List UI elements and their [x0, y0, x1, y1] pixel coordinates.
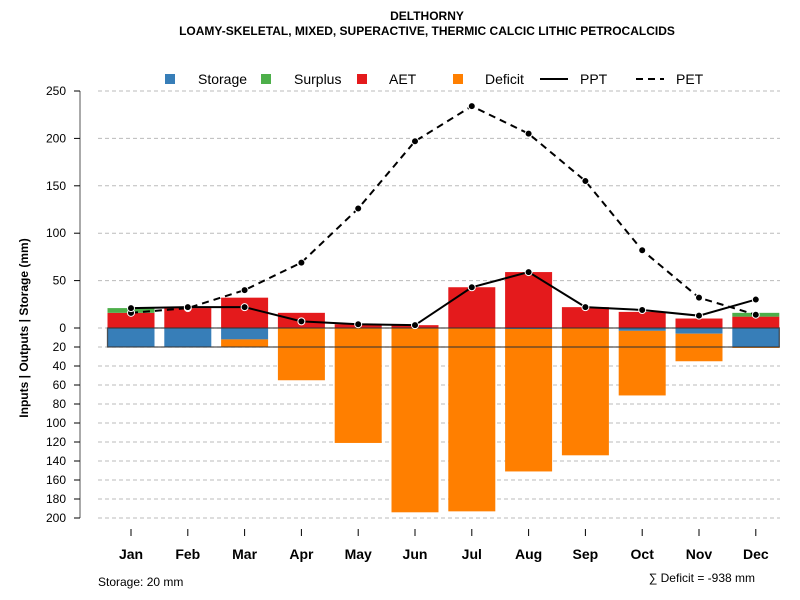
pet-point: [467, 102, 476, 111]
legend-swatch-aet: [357, 74, 367, 84]
ppt-point: [297, 317, 306, 326]
y-tick-label: 80: [53, 397, 67, 411]
x-tick-label: Apr: [289, 546, 314, 562]
y-tick-label: 180: [46, 492, 66, 506]
storage-bar: [107, 328, 155, 347]
aet-bar: [505, 272, 553, 328]
ppt-point: [183, 303, 192, 312]
aet-bar: [107, 312, 155, 328]
ppt-point: [581, 303, 590, 312]
storage-bar: [164, 328, 212, 347]
storage-capacity-outline: [106, 327, 780, 348]
x-tick-label: Mar: [232, 546, 257, 562]
deficit-sum: ∑ Deficit = -938 mm: [649, 571, 755, 585]
x-tick-label: Jun: [403, 546, 428, 562]
y-tick-label: 60: [53, 378, 67, 392]
storage-band: [106, 327, 780, 348]
chart-subtitle: LOAMY-SKELETAL, MIXED, SUPERACTIVE, THER…: [179, 24, 675, 38]
ppt-point: [240, 303, 249, 312]
x-tick-label: Feb: [175, 546, 200, 562]
y-tick-label: 200: [46, 131, 66, 145]
deficit-bar: [277, 328, 325, 381]
x-tick-label: Jan: [119, 546, 143, 562]
deficit-bar: [505, 328, 553, 472]
pet-point: [297, 258, 306, 267]
legend-label-deficit: Deficit: [485, 71, 524, 87]
legend-swatch-deficit: [453, 74, 463, 84]
y-tick-label: 100: [46, 416, 66, 430]
chart-title: DELTHORNY: [390, 9, 464, 23]
pet-point: [524, 129, 533, 138]
ppt-point: [524, 268, 533, 277]
pet-point: [581, 177, 590, 186]
y-tick-label: 50: [53, 274, 67, 288]
x-tick-label: May: [345, 546, 372, 562]
pet-line: [130, 105, 757, 316]
storage-bar: [618, 328, 666, 331]
aet-bar: [561, 307, 609, 328]
x-tick-label: Sep: [573, 546, 599, 562]
deficit-bar: [618, 330, 666, 396]
y-tick-label: 100: [46, 226, 66, 240]
ppt-point: [638, 305, 647, 314]
axes: 250 200 150 100 50 0 20 40 60 80 100 120 140 160 180 20…: [46, 84, 769, 562]
aet-bar: [675, 318, 723, 328]
y-tick-label: 0: [59, 321, 66, 335]
deficit-bar: [221, 339, 269, 347]
ppt-point: [695, 311, 703, 320]
ppt-point: [411, 321, 419, 330]
x-tick-label: Aug: [515, 546, 542, 562]
legend-label-aet: AET: [389, 71, 417, 87]
aet-bar: [164, 308, 212, 328]
pet-point: [751, 310, 760, 319]
y-tick-label: 120: [46, 435, 66, 449]
bars: [107, 272, 780, 513]
x-tick-label: Jul: [462, 546, 482, 562]
y-tick-label: 20: [53, 340, 67, 354]
legend: Storage Surplus AET Deficit PPT PET: [165, 71, 704, 87]
x-tick-label: Dec: [743, 546, 769, 562]
legend-label-surplus: Surplus: [294, 71, 341, 87]
storage-bar: [675, 328, 723, 334]
legend-swatch-storage: [165, 74, 175, 84]
aet-bar: [221, 297, 269, 328]
y-tick-label: 150: [46, 179, 66, 193]
storage-note: Storage: 20 mm: [98, 575, 183, 589]
deficit-bar: [334, 328, 382, 443]
pet-point: [638, 246, 647, 255]
y-tick-label: 140: [46, 454, 66, 468]
deficit-bar: [448, 328, 496, 512]
lines: [127, 102, 760, 330]
pet-point: [411, 137, 419, 146]
ppt-point: [751, 295, 760, 304]
legend-label-ppt: PPT: [580, 71, 608, 87]
y-axis-label: Inputs | Outputs | Storage (mm): [17, 238, 31, 417]
ppt-point: [354, 320, 363, 329]
ppt-point: [467, 283, 476, 292]
ppt-point: [127, 304, 135, 313]
legend-label-storage: Storage: [198, 71, 247, 87]
y-tick-label: 200: [46, 511, 66, 525]
deficit-bar: [561, 328, 609, 456]
aet-bar: [448, 287, 496, 328]
pet-point: [354, 204, 363, 213]
pet-point: [240, 286, 249, 295]
x-tick-label: Nov: [686, 546, 713, 562]
y-tick-label: 40: [53, 359, 67, 373]
deficit-bar: [391, 328, 439, 513]
x-tick-label: Oct: [631, 546, 655, 562]
aet-bar: [618, 311, 666, 328]
ppt-line: [130, 270, 757, 327]
y-tick-label: 160: [46, 473, 66, 487]
pet-point: [695, 293, 703, 302]
gridlines: [98, 90, 780, 519]
y-tick-label: 250: [46, 84, 66, 98]
aet-bar: [732, 316, 780, 328]
legend-swatch-surplus: [261, 74, 271, 84]
storage-bar: [221, 328, 269, 340]
storage-bar: [732, 328, 780, 347]
legend-label-pet: PET: [676, 71, 704, 87]
